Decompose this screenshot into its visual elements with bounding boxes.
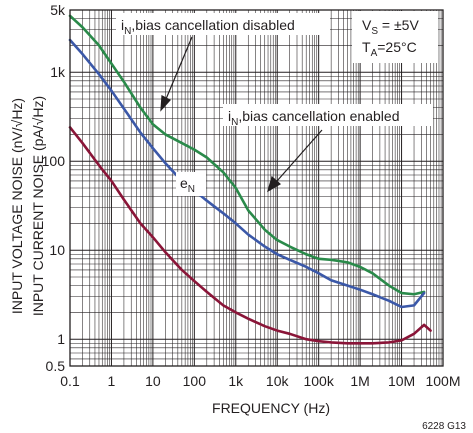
series-label-voltage-noise: eN [176,172,206,196]
series-label-enabled: iN,bias cancellation enabled [223,104,433,128]
y-tick-label: 1k [50,64,66,80]
series-label-enabled-text: iN,bias cancellation enabled [228,108,399,128]
x-tick-label: 10k [266,373,290,389]
x-tick-labels: 0.1 1 10 100 1k 10k 100k 1M 10M 100M [60,373,460,389]
x-tick-label: 100 [183,373,207,389]
supply-voltage-label: VS = ±5V [362,17,419,37]
temperature-label: TA=25°C [362,39,417,59]
y-tick-label: 1 [57,331,65,347]
x-tick-label: 0.1 [60,373,80,389]
series-line-0 [68,14,426,296]
series-lines [68,14,432,345]
y-tick-label: 5k [50,2,66,18]
y-axis-title-voltage: INPUT VOLTAGE NOISE (nV/√Hz) [9,98,25,314]
conditions-box: VS = ±5V TA=25°C [352,11,438,63]
series-label-disabled-text: iN,bias cancellation disabled [121,17,295,37]
plot-frame [69,9,444,367]
series-line-2 [68,126,432,345]
series-line-1 [68,38,426,309]
conditions-background [352,11,438,63]
label-background [176,172,206,196]
figure-id: 6228 G13 [422,421,466,432]
series-label-voltage-noise-text: eN [180,175,195,195]
x-tick-label: 100M [425,373,460,389]
series-label-disabled: iN,bias cancellation disabled [116,13,330,37]
y-axis-title-current: INPUT CURRENT NOISE (pA/√Hz) [30,96,46,316]
arrow-disabled-head [160,95,171,112]
x-tick-label: 10 [145,373,161,389]
annotation-arrows [160,36,323,193]
arrow-enabled-shaft [276,129,323,182]
y-tick-labels: 0.5 1 10 100 1k 5k [42,2,66,374]
label-background [223,104,433,126]
y-tick-label: 0.5 [46,358,66,374]
x-tick-label: 10M [388,373,415,389]
label-background [116,13,330,35]
x-axis-title: FREQUENCY (Hz) [212,400,330,416]
x-tick-label: 1k [228,373,244,389]
x-tick-label: 1M [350,373,369,389]
arrow-enabled-head [267,175,282,193]
y-tick-label: 100 [42,153,66,169]
y-tick-label: 10 [49,242,65,258]
x-tick-label: 1 [108,373,116,389]
arrow-disabled-shaft [165,36,193,100]
x-tick-label: 100k [303,373,334,389]
